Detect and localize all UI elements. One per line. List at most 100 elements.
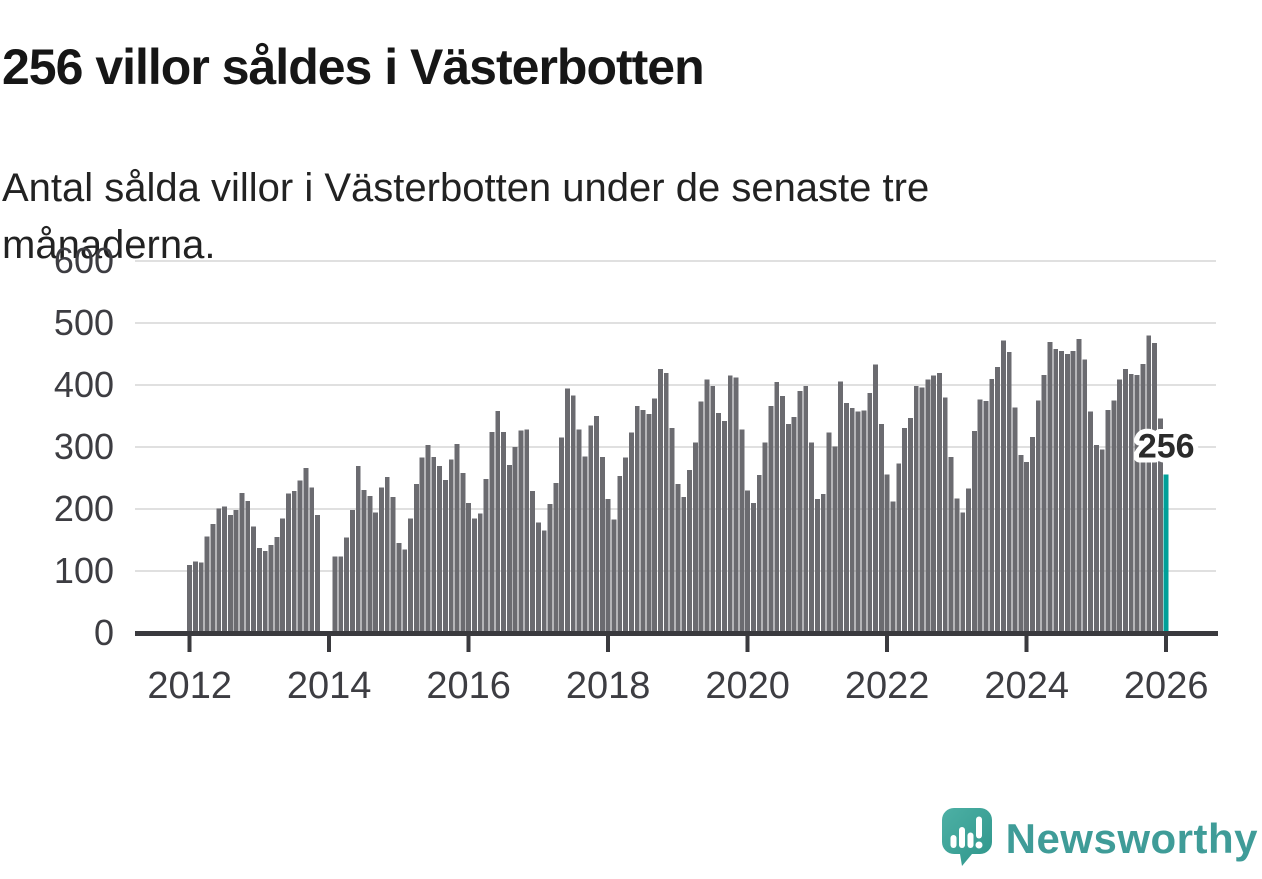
bar (861, 410, 867, 633)
bar (460, 473, 466, 633)
bar (291, 491, 297, 633)
bar (687, 469, 692, 633)
x-tick-label-2012: 2012 (147, 665, 232, 707)
bar (727, 375, 733, 633)
bar (896, 463, 902, 633)
bar (332, 556, 338, 633)
bar (902, 427, 908, 633)
x-tick-2014 (327, 636, 332, 652)
bar (814, 499, 820, 633)
brand-name: Newsworthy (1005, 815, 1258, 862)
x-tick-2016 (466, 636, 471, 652)
bar (256, 548, 262, 633)
bar (442, 479, 448, 633)
bar (948, 456, 954, 633)
bar (216, 508, 222, 633)
x-tick-label-2024: 2024 (984, 665, 1069, 707)
bar (1088, 411, 1094, 633)
x-tick-2026 (1164, 636, 1169, 652)
x-tick-label-2018: 2018 (566, 665, 651, 707)
x-tick-2024 (1024, 636, 1029, 652)
x-tick-label-2016: 2016 (426, 665, 511, 707)
bar (652, 398, 658, 633)
bar (477, 513, 483, 633)
bar (594, 416, 599, 633)
bar (1117, 379, 1123, 633)
newsworthy-logo-icon (941, 808, 992, 866)
bar (867, 393, 873, 633)
bar (193, 561, 198, 633)
bar (1146, 335, 1152, 633)
bar (768, 406, 774, 633)
page-title: 256 villor såldes i Västerbotten (2, 38, 705, 95)
bar (187, 564, 193, 633)
bar (849, 407, 855, 633)
x-tick-2022 (885, 636, 890, 652)
bar (919, 387, 925, 633)
bar (762, 442, 768, 633)
bar (1059, 350, 1064, 633)
bar (512, 447, 518, 633)
x-tick-label-2026: 2026 (1124, 665, 1209, 707)
bar (663, 373, 669, 633)
bar (408, 518, 413, 633)
bar (1128, 373, 1134, 633)
bar (820, 494, 826, 633)
bar (1006, 352, 1012, 633)
bar (361, 489, 367, 633)
brand-footer: Newsworthy (941, 803, 1258, 875)
bar (1018, 455, 1024, 633)
bar (1070, 350, 1076, 633)
bar (553, 482, 559, 633)
bar (198, 562, 204, 633)
bar (355, 466, 361, 633)
bar (1076, 339, 1082, 633)
bar (210, 523, 216, 633)
bar (832, 446, 838, 633)
bar (721, 420, 727, 633)
bar (605, 499, 611, 633)
bar (658, 368, 663, 633)
bar (983, 401, 989, 633)
bar (1024, 461, 1030, 633)
bar (425, 445, 431, 633)
bar (780, 396, 785, 633)
bar (437, 466, 443, 633)
bar (1030, 437, 1035, 633)
x-tick-2018 (606, 636, 611, 652)
bar (1041, 375, 1047, 633)
bar (756, 474, 762, 633)
bar (954, 498, 960, 633)
bar (617, 476, 623, 633)
bar (541, 530, 547, 633)
y-tick-label-0: 0 (94, 612, 114, 653)
bar (239, 492, 245, 633)
bar (1111, 400, 1117, 633)
bar (570, 395, 576, 633)
bar (344, 537, 350, 633)
bar (286, 493, 291, 633)
bar (733, 377, 739, 633)
y-tick-label-400: 400 (54, 364, 114, 405)
bar (942, 397, 948, 633)
bar (675, 484, 681, 633)
bar (524, 429, 530, 633)
bar (785, 424, 791, 633)
bar (1047, 342, 1053, 633)
bar (751, 502, 756, 633)
bar (483, 479, 489, 633)
y-tick-label-300: 300 (54, 426, 114, 467)
bar (884, 474, 890, 633)
bar (937, 373, 942, 633)
x-tick-label-2020: 2020 (705, 665, 790, 707)
bar (890, 501, 896, 633)
bar (495, 411, 501, 633)
bar (315, 515, 320, 633)
bar-highlight (1163, 474, 1169, 633)
bar (559, 437, 565, 633)
bar (309, 487, 315, 633)
x-axis-line (135, 631, 1218, 636)
bar (547, 504, 553, 633)
bar (925, 379, 931, 633)
bar (907, 417, 913, 633)
